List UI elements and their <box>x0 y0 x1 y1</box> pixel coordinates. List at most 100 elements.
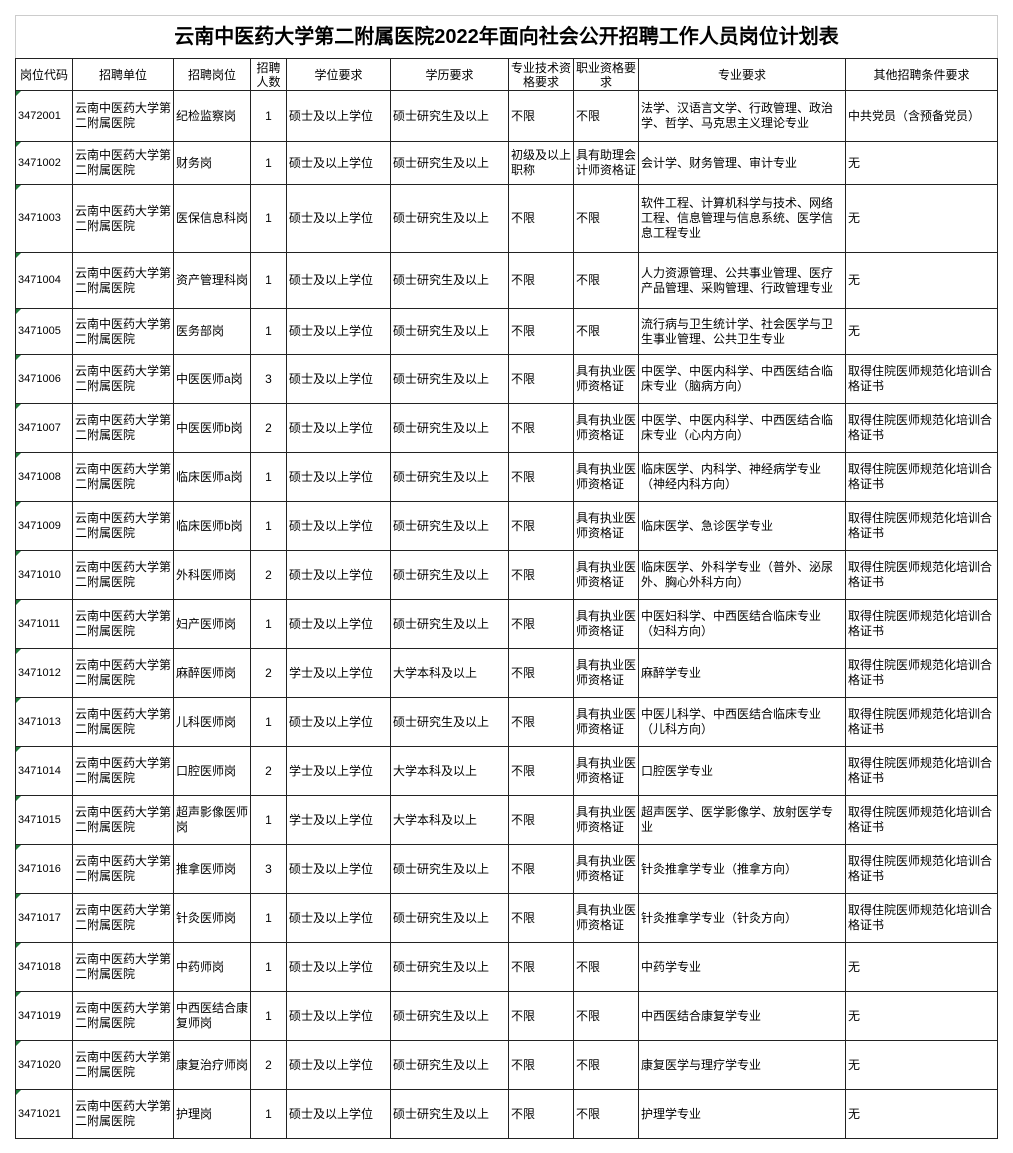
cell-major[interactable]: 中药学专业 <box>638 942 846 992</box>
cell-unit[interactable]: 云南中医药大学第二附属医院 <box>72 697 174 747</box>
cell-code[interactable]: 3471018 <box>15 942 73 992</box>
cell-degree[interactable]: 硕士及以上学位 <box>286 403 391 453</box>
cell-education[interactable]: 硕士研究生及以上 <box>390 550 509 600</box>
cell-degree[interactable]: 硕士及以上学位 <box>286 184 391 253</box>
cell-count[interactable]: 3 <box>250 354 287 404</box>
cell-other-requirements[interactable]: 取得住院医师规范化培训合格证书 <box>845 795 998 845</box>
cell-count[interactable]: 1 <box>250 184 287 253</box>
cell-other-requirements[interactable]: 取得住院医师规范化培训合格证书 <box>845 893 998 943</box>
cell-position[interactable]: 中医医师a岗 <box>173 354 251 404</box>
cell-professional-qualification[interactable]: 具有执业医师资格证 <box>573 795 639 845</box>
cell-code[interactable]: 3471010 <box>15 550 73 600</box>
cell-position[interactable]: 推拿医师岗 <box>173 844 251 894</box>
cell-position[interactable]: 麻醉医师岗 <box>173 648 251 698</box>
cell-education[interactable]: 硕士研究生及以上 <box>390 452 509 502</box>
cell-other-requirements[interactable]: 取得住院医师规范化培训合格证书 <box>845 697 998 747</box>
cell-position[interactable]: 儿科医师岗 <box>173 697 251 747</box>
cell-professional-qualification[interactable]: 不限 <box>573 991 639 1041</box>
cell-degree[interactable]: 硕士及以上学位 <box>286 354 391 404</box>
cell-tech-qualification[interactable]: 不限 <box>508 746 574 796</box>
cell-professional-qualification[interactable]: 具有执业医师资格证 <box>573 746 639 796</box>
cell-professional-qualification[interactable]: 不限 <box>573 1089 639 1139</box>
cell-tech-qualification[interactable]: 不限 <box>508 452 574 502</box>
cell-major[interactable]: 临床医学、外科学专业（普外、泌尿外、胸心外科方向） <box>638 550 846 600</box>
cell-unit[interactable]: 云南中医药大学第二附属医院 <box>72 184 174 253</box>
cell-unit[interactable]: 云南中医药大学第二附属医院 <box>72 648 174 698</box>
cell-position[interactable]: 资产管理科岗 <box>173 252 251 309</box>
cell-code[interactable]: 3471017 <box>15 893 73 943</box>
cell-count[interactable]: 1 <box>250 893 287 943</box>
cell-degree[interactable]: 硕士及以上学位 <box>286 550 391 600</box>
cell-count[interactable]: 3 <box>250 844 287 894</box>
cell-professional-qualification[interactable]: 具有执业医师资格证 <box>573 550 639 600</box>
cell-tech-qualification[interactable]: 不限 <box>508 1089 574 1139</box>
cell-unit[interactable]: 云南中医药大学第二附属医院 <box>72 501 174 551</box>
cell-tech-qualification[interactable]: 不限 <box>508 1040 574 1090</box>
cell-other-requirements[interactable]: 取得住院医师规范化培训合格证书 <box>845 354 998 404</box>
cell-position[interactable]: 财务岗 <box>173 141 251 185</box>
cell-education[interactable]: 硕士研究生及以上 <box>390 354 509 404</box>
cell-other-requirements[interactable]: 无 <box>845 1089 998 1139</box>
cell-major[interactable]: 中医学、中医内科学、中西医结合临床专业（心内方向） <box>638 403 846 453</box>
cell-count[interactable]: 1 <box>250 991 287 1041</box>
cell-degree[interactable]: 硕士及以上学位 <box>286 844 391 894</box>
cell-code[interactable]: 3471011 <box>15 599 73 649</box>
cell-degree[interactable]: 硕士及以上学位 <box>286 90 391 142</box>
cell-code[interactable]: 3471013 <box>15 697 73 747</box>
cell-unit[interactable]: 云南中医药大学第二附属医院 <box>72 942 174 992</box>
cell-tech-qualification[interactable]: 不限 <box>508 991 574 1041</box>
cell-other-requirements[interactable]: 取得住院医师规范化培训合格证书 <box>845 746 998 796</box>
cell-position[interactable]: 超声影像医师岗 <box>173 795 251 845</box>
cell-other-requirements[interactable]: 取得住院医师规范化培训合格证书 <box>845 844 998 894</box>
cell-degree[interactable]: 硕士及以上学位 <box>286 501 391 551</box>
cell-position[interactable]: 康复治疗师岗 <box>173 1040 251 1090</box>
cell-code[interactable]: 3471019 <box>15 991 73 1041</box>
cell-degree[interactable]: 硕士及以上学位 <box>286 452 391 502</box>
cell-count[interactable]: 1 <box>250 795 287 845</box>
cell-other-requirements[interactable]: 无 <box>845 942 998 992</box>
cell-tech-qualification[interactable]: 不限 <box>508 90 574 142</box>
cell-education[interactable]: 硕士研究生及以上 <box>390 1089 509 1139</box>
cell-degree[interactable]: 硕士及以上学位 <box>286 1040 391 1090</box>
cell-code[interactable]: 3471004 <box>15 252 73 309</box>
cell-professional-qualification[interactable]: 具有执业医师资格证 <box>573 501 639 551</box>
cell-major[interactable]: 软件工程、计算机科学与技术、网络工程、信息管理与信息系统、医学信息工程专业 <box>638 184 846 253</box>
cell-professional-qualification[interactable]: 不限 <box>573 252 639 309</box>
cell-tech-qualification[interactable]: 不限 <box>508 252 574 309</box>
cell-other-requirements[interactable]: 无 <box>845 184 998 253</box>
cell-degree[interactable]: 硕士及以上学位 <box>286 1089 391 1139</box>
cell-degree[interactable]: 硕士及以上学位 <box>286 942 391 992</box>
cell-tech-qualification[interactable]: 初级及以上职称 <box>508 141 574 185</box>
cell-other-requirements[interactable]: 取得住院医师规范化培训合格证书 <box>845 452 998 502</box>
cell-unit[interactable]: 云南中医药大学第二附属医院 <box>72 599 174 649</box>
cell-major[interactable]: 康复医学与理疗学专业 <box>638 1040 846 1090</box>
cell-unit[interactable]: 云南中医药大学第二附属医院 <box>72 452 174 502</box>
cell-major[interactable]: 会计学、财务管理、审计专业 <box>638 141 846 185</box>
cell-position[interactable]: 外科医师岗 <box>173 550 251 600</box>
cell-education[interactable]: 硕士研究生及以上 <box>390 599 509 649</box>
cell-other-requirements[interactable]: 无 <box>845 252 998 309</box>
cell-position[interactable]: 妇产医师岗 <box>173 599 251 649</box>
cell-major[interactable]: 护理学专业 <box>638 1089 846 1139</box>
cell-unit[interactable]: 云南中医药大学第二附属医院 <box>72 1089 174 1139</box>
cell-unit[interactable]: 云南中医药大学第二附属医院 <box>72 991 174 1041</box>
cell-unit[interactable]: 云南中医药大学第二附属医院 <box>72 893 174 943</box>
cell-count[interactable]: 1 <box>250 501 287 551</box>
cell-major[interactable]: 中医学、中医内科学、中西医结合临床专业（脑病方向） <box>638 354 846 404</box>
cell-other-requirements[interactable]: 无 <box>845 308 998 355</box>
cell-education[interactable]: 硕士研究生及以上 <box>390 844 509 894</box>
cell-degree[interactable]: 硕士及以上学位 <box>286 308 391 355</box>
cell-position[interactable]: 临床医师a岗 <box>173 452 251 502</box>
cell-degree[interactable]: 学士及以上学位 <box>286 746 391 796</box>
cell-unit[interactable]: 云南中医药大学第二附属医院 <box>72 844 174 894</box>
cell-tech-qualification[interactable]: 不限 <box>508 403 574 453</box>
cell-education[interactable]: 大学本科及以上 <box>390 795 509 845</box>
cell-count[interactable]: 1 <box>250 141 287 185</box>
cell-code[interactable]: 3471020 <box>15 1040 73 1090</box>
cell-major[interactable]: 口腔医学专业 <box>638 746 846 796</box>
cell-degree[interactable]: 硕士及以上学位 <box>286 697 391 747</box>
cell-degree[interactable]: 硕士及以上学位 <box>286 252 391 309</box>
cell-major[interactable]: 中西医结合康复学专业 <box>638 991 846 1041</box>
cell-other-requirements[interactable]: 取得住院医师规范化培训合格证书 <box>845 550 998 600</box>
cell-position[interactable]: 中西医结合康复师岗 <box>173 991 251 1041</box>
